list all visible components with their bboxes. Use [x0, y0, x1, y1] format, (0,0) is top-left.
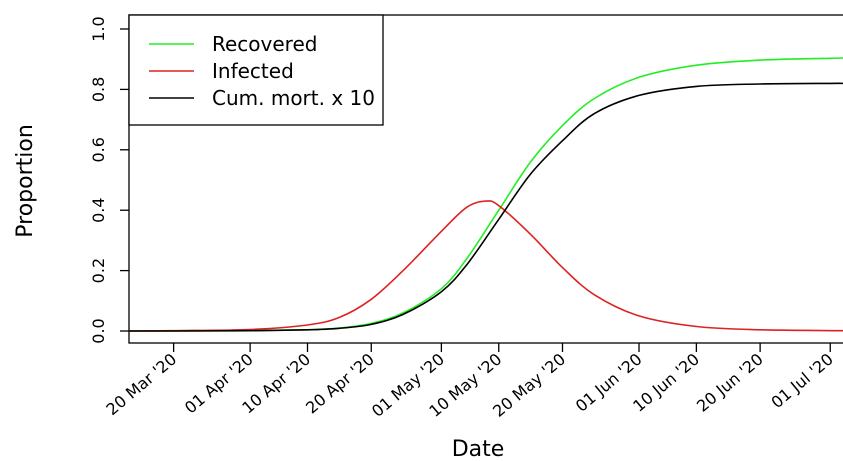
legend-label: Cum. mort. x 10: [212, 86, 375, 110]
y-tick-label: 0.4: [89, 197, 108, 222]
plot-frame: [128, 14, 843, 344]
legend-box: [128, 14, 384, 126]
x-tick-label: 20 Apr '20: [302, 350, 378, 418]
plot-area: [128, 14, 843, 344]
x-tick-label: 20 Mar '20: [102, 350, 180, 420]
y-tick-label: 0.6: [89, 137, 108, 162]
series-line-cum-mort-x-10: [128, 82, 843, 332]
legend: Recovered Infected Cum. mort. x 10: [128, 14, 384, 126]
x-tick-label: 20 Jun '20: [693, 350, 767, 416]
x-tick-label: 01 Jul '20: [767, 350, 836, 413]
series-line-infected: [128, 200, 843, 332]
legend-label: Recovered: [212, 32, 317, 56]
y-tick-label: 1.0: [89, 16, 108, 41]
y-tick-label: 0.2: [89, 258, 108, 283]
x-axis-title: Date: [452, 437, 505, 461]
y-tick-label: 0.8: [89, 77, 108, 102]
y-tick-label: 0.0: [89, 318, 108, 343]
series-layer: [128, 57, 843, 332]
legend-label: Infected: [212, 59, 294, 83]
y-axis-title: Proportion: [13, 124, 38, 238]
